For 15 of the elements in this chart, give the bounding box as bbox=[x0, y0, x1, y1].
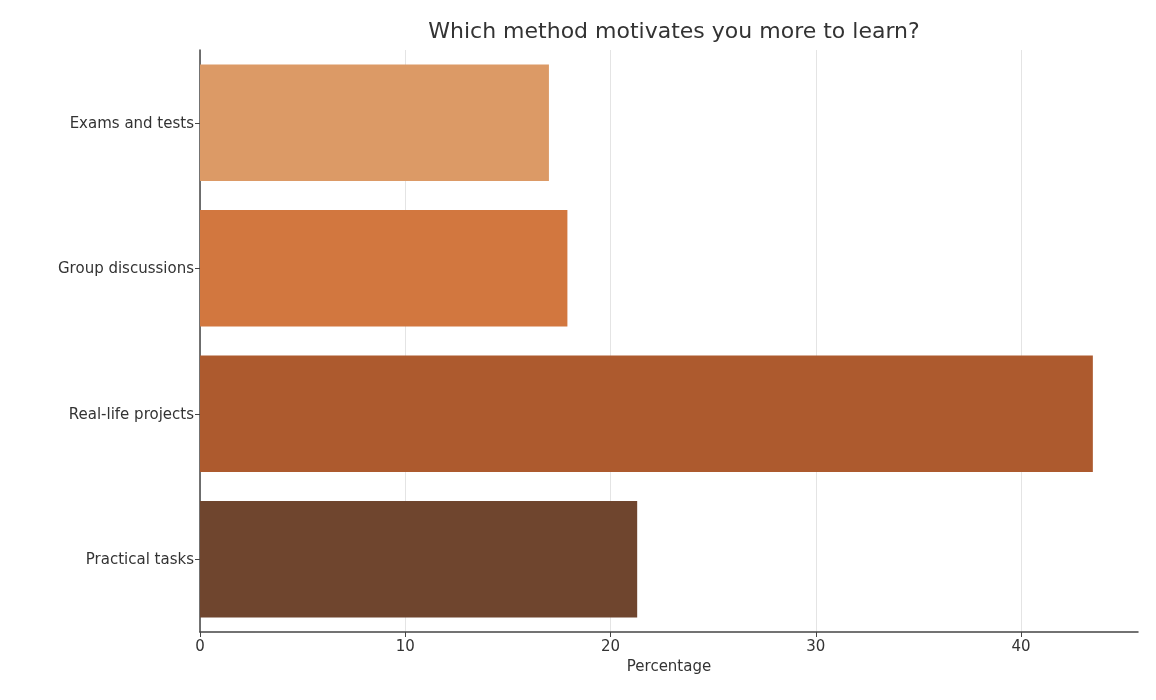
bar bbox=[200, 210, 568, 327]
x-tick-label: 40 bbox=[1011, 636, 1031, 655]
y-tick-label: Practical tasks bbox=[85, 550, 195, 569]
x-tick-label: 10 bbox=[395, 636, 415, 655]
y-tick-label: Group discussions bbox=[58, 259, 195, 278]
x-tick-label: 20 bbox=[600, 636, 621, 655]
y-tick-label: Real-life projects bbox=[68, 404, 195, 423]
x-tick-label: 30 bbox=[806, 636, 826, 655]
x-axis-title: Percentage bbox=[626, 656, 712, 675]
bar bbox=[200, 355, 1093, 472]
chart-title: Which method motivates you more to learn? bbox=[428, 17, 920, 43]
x-tick-label: 0 bbox=[195, 636, 205, 655]
bar bbox=[200, 501, 638, 618]
bar bbox=[200, 64, 549, 181]
y-tick-label: Exams and tests bbox=[69, 113, 195, 132]
